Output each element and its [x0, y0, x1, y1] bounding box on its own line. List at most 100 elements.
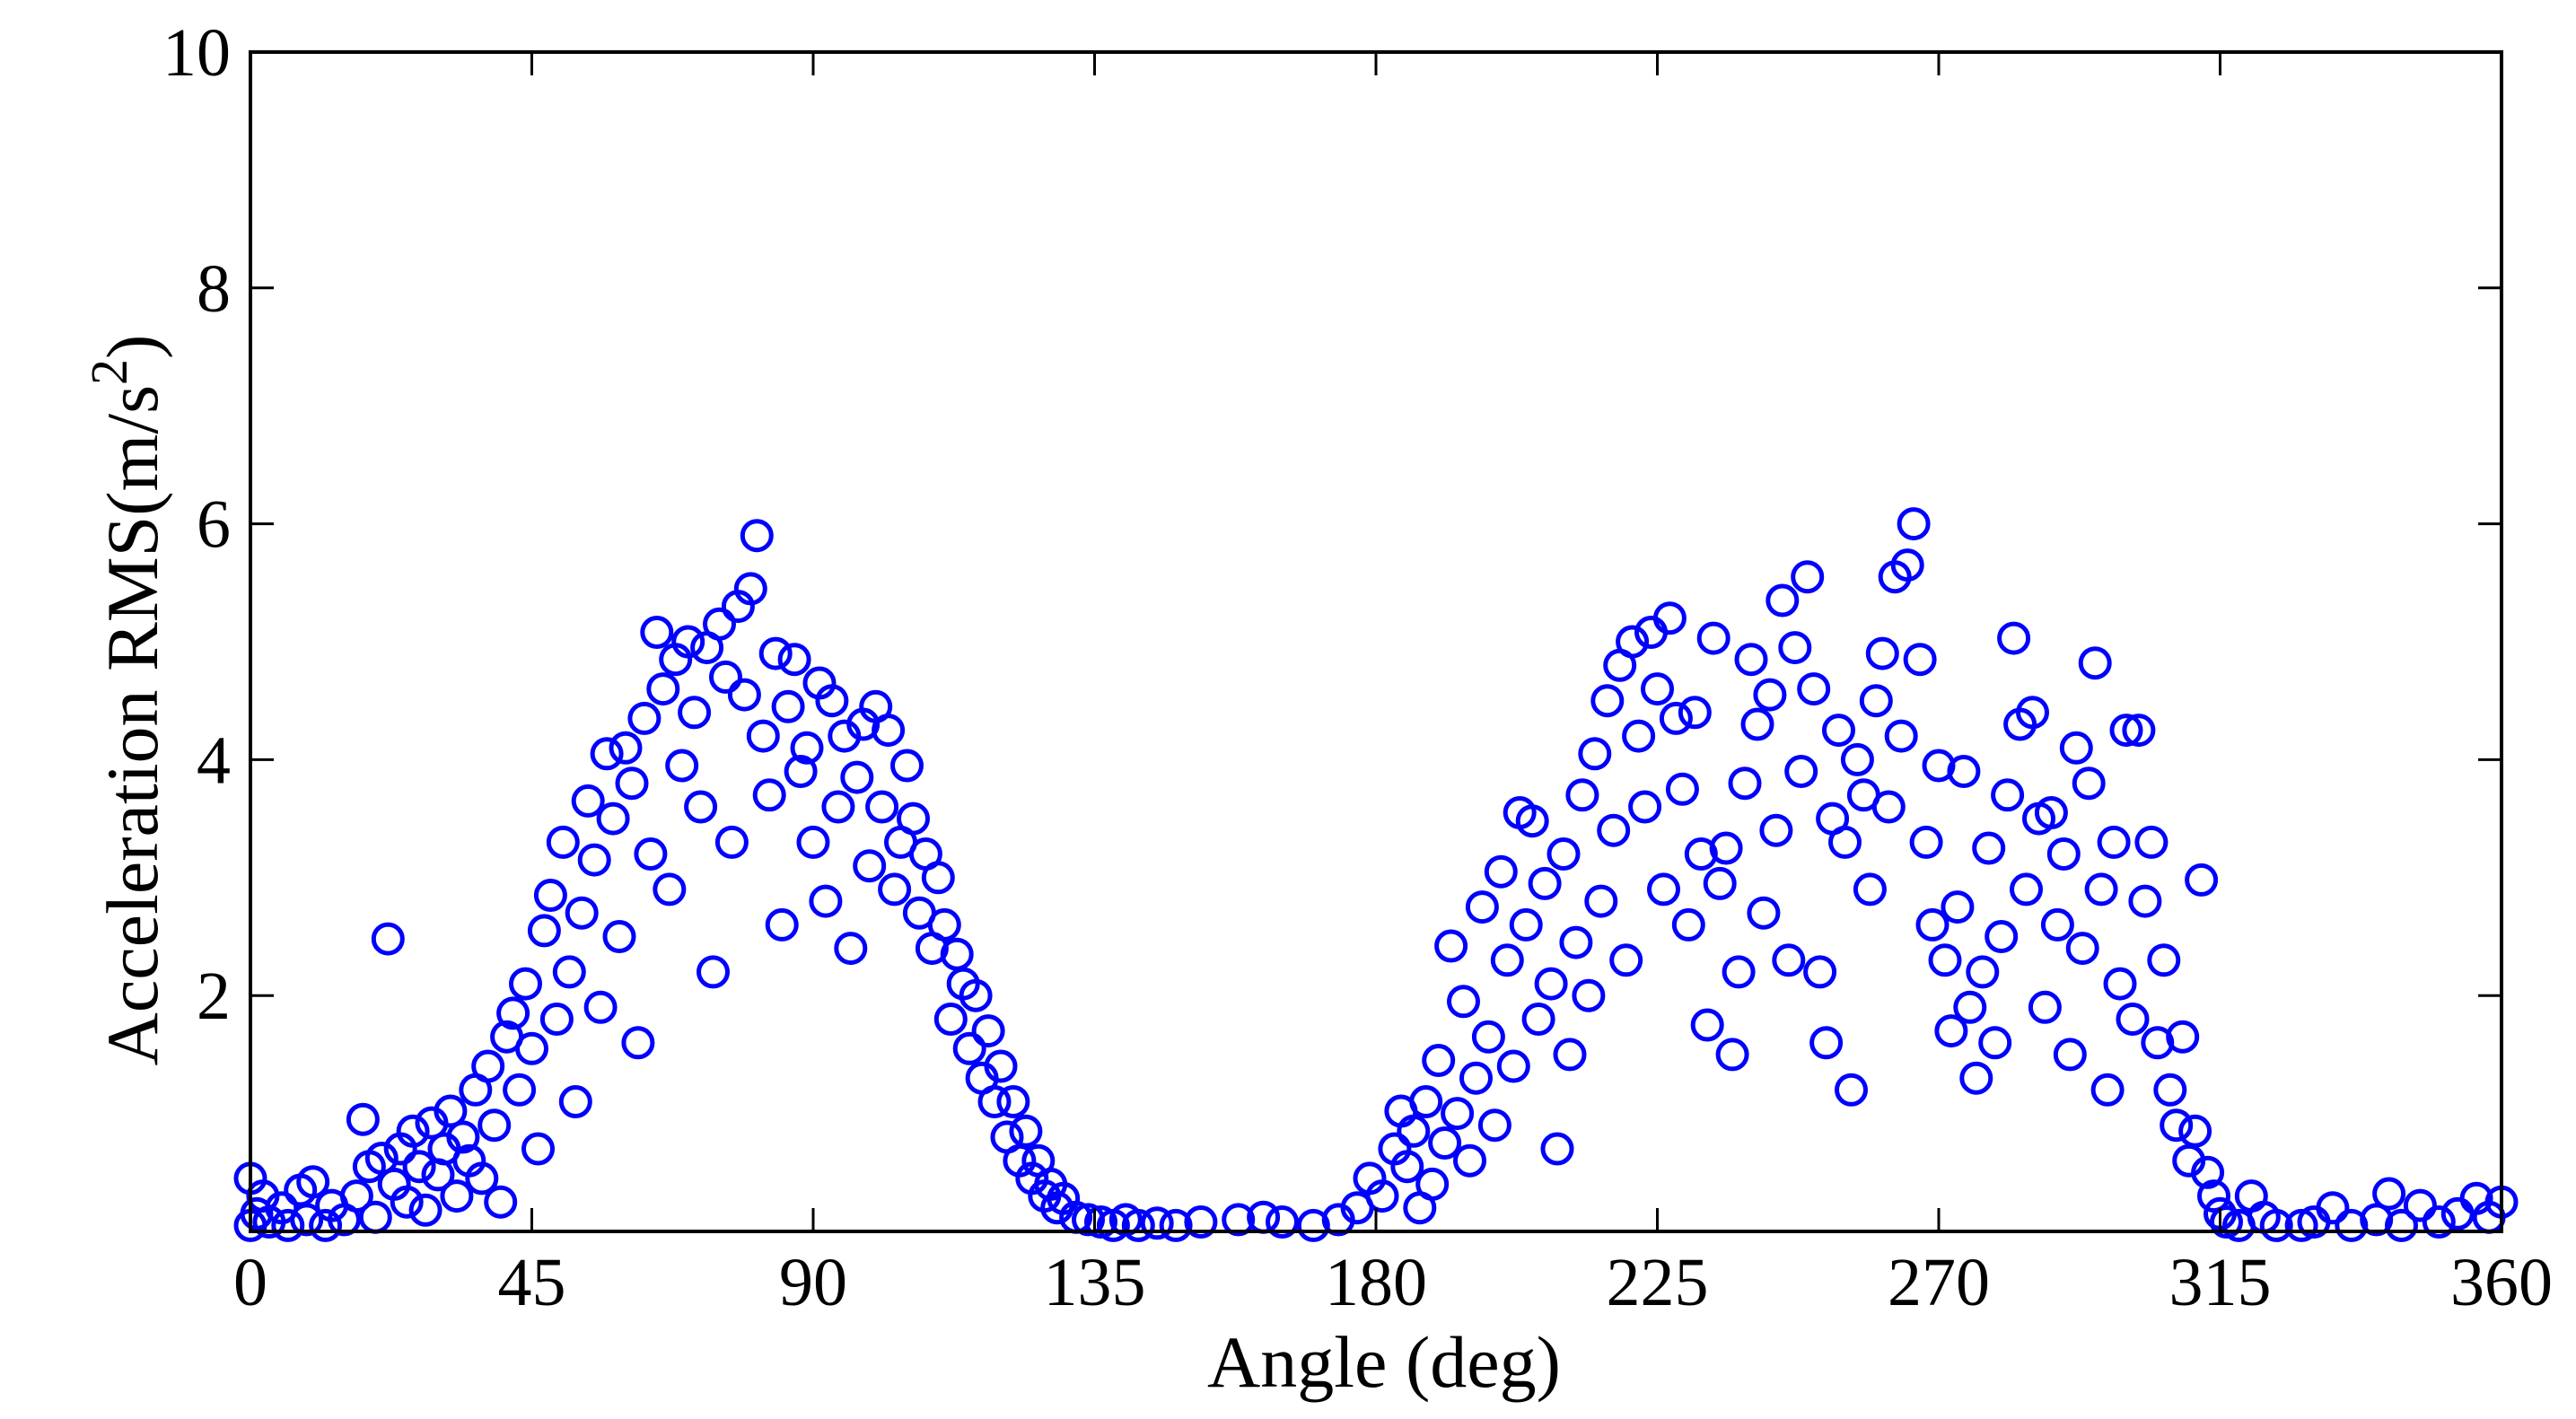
- data-point: [1453, 1143, 1486, 1178]
- data-point: [1659, 701, 1693, 735]
- data-point: [446, 1120, 480, 1154]
- y-tick-label: 2: [197, 959, 231, 1034]
- x-tick-label: 225: [1607, 1245, 1709, 1320]
- data-point: [1496, 1049, 1530, 1083]
- data-point: [434, 1094, 468, 1128]
- data-point: [1840, 742, 1874, 776]
- data-point: [1434, 929, 1468, 963]
- data-point: [1997, 621, 2031, 655]
- data-point: [2191, 1155, 2225, 1189]
- data-point: [714, 825, 749, 859]
- x-tick-label: 270: [1888, 1245, 1990, 1320]
- data-point: [796, 825, 830, 859]
- data-point: [790, 731, 824, 765]
- data-point: [1397, 1114, 1431, 1148]
- y-tick-label: 4: [197, 723, 231, 798]
- data-point: [2360, 1203, 2394, 1237]
- data-point: [2065, 932, 2099, 966]
- data-point: [1972, 831, 2006, 865]
- data-point: [1266, 1205, 1299, 1239]
- data-point: [1584, 884, 1618, 918]
- data-point: [2153, 1073, 2187, 1107]
- data-point: [309, 1208, 343, 1242]
- data-point: [1140, 1206, 1174, 1240]
- data-point: [364, 1142, 399, 1175]
- data-point: [2034, 796, 2068, 829]
- data-point: [1934, 1014, 1968, 1048]
- data-point: [2109, 714, 2143, 748]
- data-point: [1422, 1044, 1456, 1077]
- data-point: [727, 678, 761, 712]
- data-point: [565, 896, 599, 930]
- data-point: [1459, 1061, 1493, 1095]
- data-point: [646, 672, 680, 706]
- data-point: [1859, 684, 1893, 718]
- data-point: [1740, 707, 1774, 741]
- data-point: [546, 825, 580, 859]
- data-point: [1766, 583, 1800, 618]
- data-point: [640, 616, 674, 649]
- data-point: [872, 714, 906, 748]
- data-point: [1559, 925, 1593, 959]
- data-point: [1966, 955, 2000, 989]
- data-point: [2197, 1179, 2230, 1213]
- data-point: [1428, 1126, 1462, 1160]
- data-point: [484, 1185, 518, 1219]
- data-point: [959, 978, 993, 1012]
- data-point: [2084, 872, 2118, 907]
- data-point: [821, 790, 855, 824]
- data-point: [2028, 990, 2062, 1024]
- y-tick-label: 6: [197, 487, 231, 563]
- data-point: [1365, 1179, 1399, 1213]
- data-point: [290, 1203, 324, 1237]
- data-point: [2147, 943, 2181, 977]
- y-axis-title-main: Acceleration RMS(m/s: [92, 385, 173, 1065]
- data-point: [346, 1102, 380, 1136]
- data-point: [1441, 1097, 1475, 1131]
- data-point: [1515, 804, 1549, 838]
- y-axis-title: Acceleration RMS(m/s2): [80, 335, 173, 1066]
- x-tick-label: 45: [498, 1245, 566, 1320]
- data-point: [2097, 825, 2131, 859]
- data-point: [533, 879, 567, 912]
- data-point: [2046, 837, 2081, 871]
- data-point: [371, 922, 405, 956]
- data-point: [621, 1026, 655, 1060]
- data-point: [1572, 978, 1606, 1012]
- data-point: [996, 1085, 1030, 1118]
- data-point: [2372, 1177, 2406, 1211]
- data-point: [1985, 920, 2019, 953]
- data-point: [1947, 755, 1981, 788]
- data-point: [1728, 766, 1762, 801]
- data-point: [1578, 737, 1612, 771]
- data-point: [746, 719, 780, 753]
- data-point: [921, 861, 955, 895]
- x-tick-label: 180: [1325, 1245, 1427, 1320]
- data-point: [1622, 719, 1656, 753]
- data-point: [2422, 1205, 2456, 1239]
- data-point: [2185, 863, 2219, 897]
- data-point: [296, 1165, 330, 1199]
- data-point: [583, 990, 618, 1024]
- x-axis-title: Angle (deg): [1207, 1321, 1561, 1403]
- data-point: [1521, 1003, 1555, 1036]
- data-point: [897, 801, 930, 836]
- data-point: [471, 1049, 505, 1083]
- data-point: [1941, 890, 1975, 924]
- data-point: [1991, 778, 2025, 812]
- data-point: [2178, 1114, 2212, 1148]
- data-point: [634, 837, 668, 871]
- y-axis-title-superscript: 2: [80, 359, 138, 385]
- data-point: [1409, 1085, 1443, 1118]
- data-point: [2160, 1108, 2194, 1143]
- data-point: [627, 701, 662, 735]
- data-point: [697, 955, 730, 989]
- x-tick-label: 90: [779, 1245, 847, 1320]
- data-point: [765, 907, 799, 942]
- data-point: [1797, 672, 1831, 706]
- data-point: [665, 749, 699, 783]
- data-point: [1953, 990, 1987, 1024]
- data-point: [1628, 790, 1662, 824]
- data-point: [590, 737, 624, 771]
